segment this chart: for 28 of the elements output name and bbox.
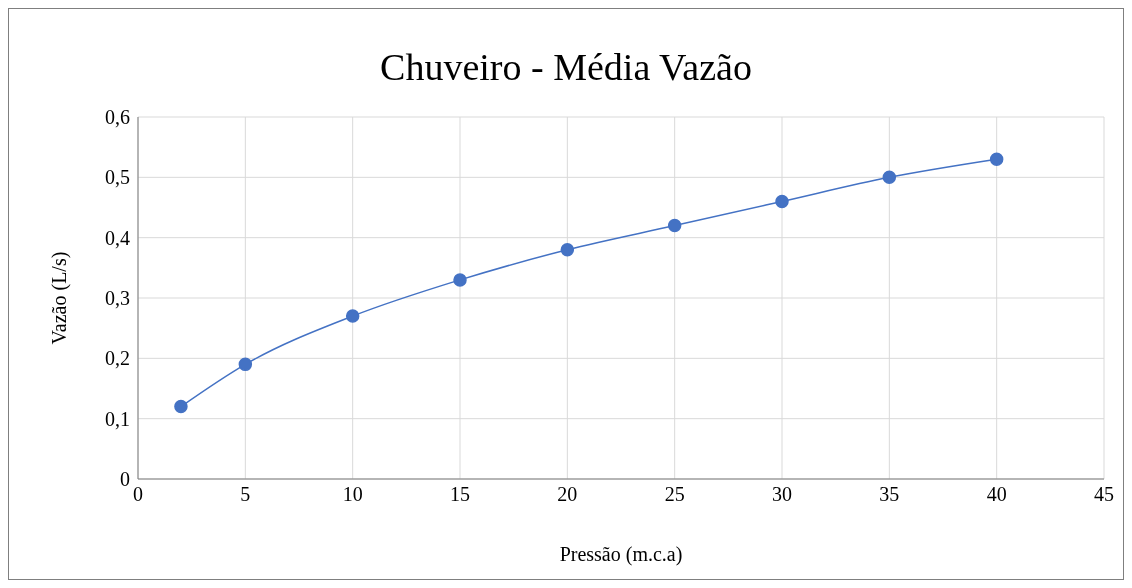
x-tick-label: 5 — [240, 483, 251, 506]
point — [453, 273, 467, 287]
point — [238, 357, 253, 372]
x-tick-label: 20 — [557, 483, 578, 506]
x-tick-label: 45 — [1094, 483, 1114, 506]
y-axis-title: Vazão (L/s) — [48, 251, 72, 345]
point — [560, 242, 575, 257]
y-tick-label: 0,4 — [105, 226, 130, 249]
x-tick-label: 25 — [664, 483, 685, 506]
y-tick-label: 0,1 — [105, 407, 130, 430]
x-axis-title: Pressão (m.c.a) — [559, 543, 683, 566]
y-tick-label: 0,2 — [105, 347, 130, 370]
x-tick-label: 35 — [879, 483, 900, 506]
x-tick-label: 15 — [450, 483, 470, 506]
y-tick-label: 0,5 — [105, 166, 130, 189]
y-tick-label: 0,6 — [105, 106, 130, 129]
x-tick-label: 40 — [986, 483, 1007, 506]
x-tick-label: 10 — [342, 483, 363, 506]
point — [174, 399, 188, 414]
point — [345, 309, 360, 323]
point — [882, 170, 897, 185]
point — [775, 194, 789, 209]
y-tick-label: 0 — [120, 468, 130, 491]
chart-title: Chuveiro - Média Vazão — [379, 45, 753, 89]
x-tick-label: 30 — [772, 483, 792, 506]
y-tick-label: 0,3 — [105, 287, 130, 310]
point — [989, 152, 1004, 166]
point — [667, 218, 682, 233]
